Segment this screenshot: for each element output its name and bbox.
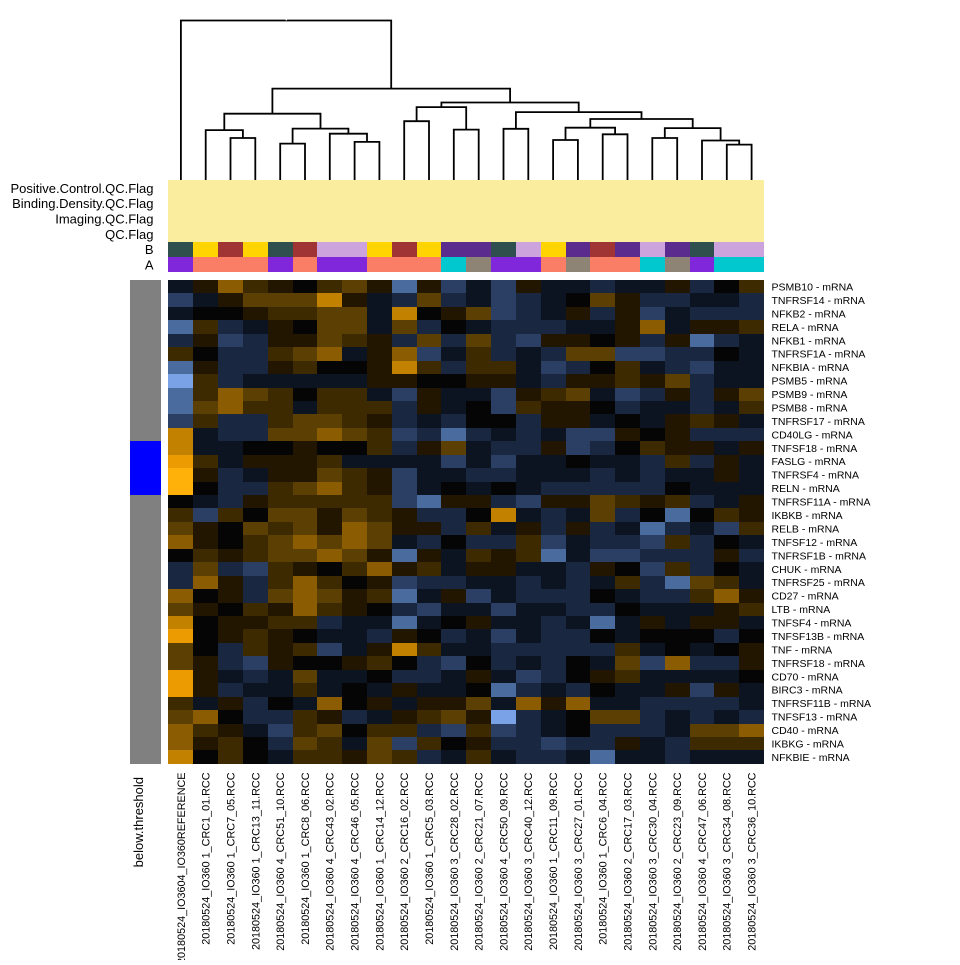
svg-text:20180524_IO360 1_CRC13_11.RCC: 20180524_IO360 1_CRC13_11.RCC: [250, 772, 262, 950]
svg-text:RELA - mRNA: RELA - mRNA: [772, 322, 839, 334]
svg-text:BIRC3 - mRNA: BIRC3 - mRNA: [772, 685, 843, 697]
svg-text:IKBKG - mRNA: IKBKG - mRNA: [772, 738, 844, 750]
svg-text:TNFSF13B - mRNA: TNFSF13B - mRNA: [772, 631, 865, 643]
svg-text:NFKBIE - mRNA: NFKBIE - mRNA: [772, 752, 850, 764]
svg-text:RELN - mRNA: RELN - mRNA: [772, 483, 840, 495]
svg-text:NFKB1 - mRNA: NFKB1 - mRNA: [772, 335, 846, 347]
svg-text:PSMB5 - mRNA: PSMB5 - mRNA: [772, 376, 848, 388]
svg-text:20180524_IO360 4_CRC46_05.RCC: 20180524_IO360 4_CRC46_05.RCC: [350, 772, 362, 950]
svg-text:A: A: [145, 258, 154, 273]
svg-text:TNFRSF11A - mRNA: TNFRSF11A - mRNA: [772, 497, 871, 509]
svg-text:B: B: [145, 242, 154, 257]
svg-text:TNFRSF4 - mRNA: TNFRSF4 - mRNA: [772, 470, 860, 482]
svg-text:20180524_IO360 2_CRC17_03.RCC: 20180524_IO360 2_CRC17_03.RCC: [622, 772, 634, 950]
svg-text:IKBKB - mRNA: IKBKB - mRNA: [772, 510, 843, 522]
svg-text:CD40 - mRNA: CD40 - mRNA: [772, 725, 839, 737]
svg-text:Imaging.QC.Flag: Imaging.QC.Flag: [55, 212, 153, 227]
svg-text:TNFRSF25 - mRNA: TNFRSF25 - mRNA: [772, 577, 865, 589]
svg-text:20180524_IO360 3_CRC27_01.RCC: 20180524_IO360 3_CRC27_01.RCC: [573, 772, 585, 950]
svg-text:TNFRSF11B - mRNA: TNFRSF11B - mRNA: [772, 698, 872, 710]
svg-text:TNFSF13 - mRNA: TNFSF13 - mRNA: [772, 712, 858, 724]
svg-text:TNF - mRNA: TNF - mRNA: [772, 644, 833, 656]
svg-text:NFKB2 - mRNA: NFKB2 - mRNA: [772, 308, 846, 320]
svg-text:20180524_IO360 1_CRC14_12.RCC: 20180524_IO360 1_CRC14_12.RCC: [374, 772, 386, 950]
svg-text:TNFRSF1A - mRNA: TNFRSF1A - mRNA: [772, 349, 866, 361]
svg-text:20180524_IO360 3_CRC28_02.RCC: 20180524_IO360 3_CRC28_02.RCC: [449, 772, 461, 950]
svg-text:CD70 - mRNA: CD70 - mRNA: [772, 671, 839, 683]
svg-text:20180524_IO360 2_CRC16_02.RCC: 20180524_IO360 2_CRC16_02.RCC: [399, 772, 411, 950]
svg-text:CD27 - mRNA: CD27 - mRNA: [772, 591, 839, 603]
svg-text:RELB - mRNA: RELB - mRNA: [772, 523, 840, 535]
svg-text:TNFSF4 - mRNA: TNFSF4 - mRNA: [772, 618, 852, 630]
svg-text:20180524_IO360 3_CRC40_12.RCC: 20180524_IO360 3_CRC40_12.RCC: [523, 772, 535, 950]
svg-text:CHUK - mRNA: CHUK - mRNA: [772, 564, 842, 576]
svg-text:TNFRSF1B - mRNA: TNFRSF1B - mRNA: [772, 550, 867, 562]
svg-text:TNFSF12 - mRNA: TNFSF12 - mRNA: [772, 537, 858, 549]
svg-text:20180524_IO360 4_CRC47_06.RCC: 20180524_IO360 4_CRC47_06.RCC: [697, 772, 709, 950]
svg-text:20180524_IO360 1_CRC1_01.RCC: 20180524_IO360 1_CRC1_01.RCC: [201, 772, 213, 944]
svg-text:PSMB8 - mRNA: PSMB8 - mRNA: [772, 402, 848, 414]
svg-text:20180524_IO360 3_CRC36_10.RCC: 20180524_IO360 3_CRC36_10.RCC: [747, 772, 759, 950]
svg-text:NFKBIA - mRNA: NFKBIA - mRNA: [772, 362, 850, 374]
svg-text:20180524_IO360 3_CRC34_08.RCC: 20180524_IO360 3_CRC34_08.RCC: [722, 772, 734, 950]
svg-text:LTB - mRNA: LTB - mRNA: [772, 604, 831, 616]
svg-text:below.threshold: below.threshold: [131, 777, 146, 867]
svg-text:TNFRSF18 - mRNA: TNFRSF18 - mRNA: [772, 658, 865, 670]
svg-text:20180524_IO360 1_CRC5_03.RCC: 20180524_IO360 1_CRC5_03.RCC: [424, 772, 436, 944]
svg-text:TNFSF18 - mRNA: TNFSF18 - mRNA: [772, 443, 858, 455]
svg-text:Positive.Control.QC.Flag: Positive.Control.QC.Flag: [10, 181, 153, 196]
svg-text:QC.Flag: QC.Flag: [105, 227, 153, 242]
svg-text:20180524_IO360 3_CRC30_04.RCC: 20180524_IO360 3_CRC30_04.RCC: [647, 772, 659, 950]
svg-text:FASLG - mRNA: FASLG - mRNA: [772, 456, 846, 468]
svg-text:TNFRSF17 - mRNA: TNFRSF17 - mRNA: [772, 416, 865, 428]
svg-text:20180524_IO360 1_CRC7_05.RCC: 20180524_IO360 1_CRC7_05.RCC: [225, 772, 237, 944]
svg-text:20180524_IO360 4_CRC43_02.RCC: 20180524_IO360 4_CRC43_02.RCC: [325, 772, 337, 950]
svg-text:20180524_IO360 1_CRC11_09.RCC: 20180524_IO360 1_CRC11_09.RCC: [548, 772, 560, 950]
svg-text:20180524_IO360 4_CRC50_09.RCC: 20180524_IO360 4_CRC50_09.RCC: [498, 772, 510, 950]
svg-text:20180524_IO360 4_CRC51_10.RCC: 20180524_IO360 4_CRC51_10.RCC: [275, 772, 287, 950]
svg-text:20180524_IO360 1_CRC6_04.RCC: 20180524_IO360 1_CRC6_04.RCC: [598, 772, 610, 944]
svg-text:CD40LG - mRNA: CD40LG - mRNA: [772, 429, 853, 441]
svg-text:20180524_IO3604_IO360REFERENCE: 20180524_IO3604_IO360REFERENCE: [176, 773, 188, 961]
svg-text:PSMB9 - mRNA: PSMB9 - mRNA: [772, 389, 848, 401]
svg-text:20180524_IO360 2_CRC21_07.RCC: 20180524_IO360 2_CRC21_07.RCC: [474, 772, 486, 950]
svg-text:20180524_IO360 2_CRC23_09.RCC: 20180524_IO360 2_CRC23_09.RCC: [672, 772, 684, 950]
svg-text:20180524_IO360 1_CRC8_06.RCC: 20180524_IO360 1_CRC8_06.RCC: [300, 772, 312, 944]
svg-text:TNFRSF14 - mRNA: TNFRSF14 - mRNA: [772, 295, 865, 307]
svg-text:PSMB10 - mRNA: PSMB10 - mRNA: [772, 282, 854, 294]
svg-text:Binding.Density.QC.Flag: Binding.Density.QC.Flag: [12, 196, 153, 211]
